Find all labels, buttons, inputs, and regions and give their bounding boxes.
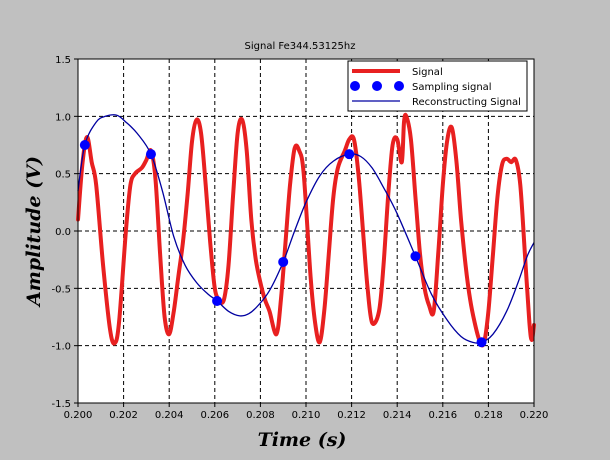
x-tick-label: 0.210 [292,410,321,421]
y-tick-label: -0.5 [51,284,71,295]
sampling-point [145,149,156,160]
signal-line [76,112,536,348]
legend-marker-sampling [372,81,382,91]
legend-label-signal: Signal [412,67,443,78]
y-tick-label: 1.5 [55,55,71,66]
y-tick-label: 0.0 [55,227,71,238]
sampling-point [344,149,355,160]
legend-label-sampling: Sampling signal [412,82,492,93]
legend: Signal Sampling signal Reconstructing Si… [347,60,528,112]
x-tick-label: 0.202 [109,410,138,421]
x-tick-label: 0.200 [64,410,93,421]
x-tick-label: 0.206 [200,410,229,421]
y-tick-label: -1.5 [51,399,71,410]
sampling-point [212,295,223,306]
ticks: 0.200 0.202 0.204 0.206 0.208 0.210 0.212 0.214… [51,55,548,421]
x-tick-label: 0.208 [246,410,275,421]
legend-marker-sampling [394,81,404,91]
x-tick-label: 0.216 [428,410,457,421]
reconstructing-signal-line [77,114,535,344]
y-tick-label: -1.0 [51,342,71,353]
x-tick-label: 0.204 [155,410,184,421]
x-tick-label: 0.220 [520,410,549,421]
x-axis-label: Time (s) [258,429,347,451]
x-tick-label: 0.218 [474,410,503,421]
x-tick-label: 0.214 [383,410,412,421]
sampling-point [476,337,487,348]
x-tick-label: 0.212 [337,410,366,421]
sampling-point [410,251,421,262]
legend-marker-sampling [350,81,360,91]
y-axis-label: Amplitude (V) [23,156,45,308]
chart-title: Signal Fe344.53125hz [245,41,356,52]
y-tick-label: 1.0 [55,112,71,123]
sampling-point [278,256,289,267]
y-tick-label: 0.5 [55,170,71,181]
series-layer [76,112,536,348]
legend-label-reconstructing: Reconstructing Signal [412,97,521,108]
sampling-point [79,140,90,150]
